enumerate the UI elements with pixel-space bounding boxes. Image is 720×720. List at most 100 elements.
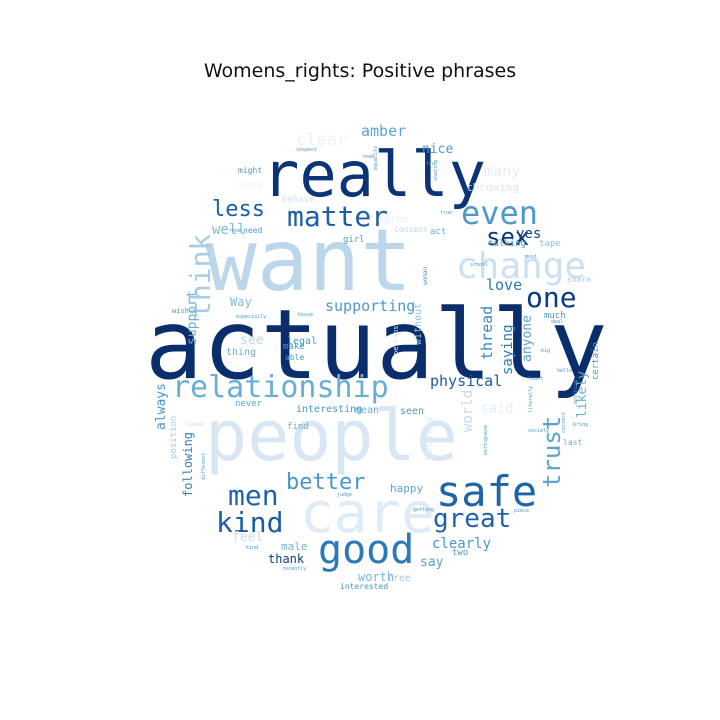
word-way: Way bbox=[230, 295, 252, 309]
word-correct: correct bbox=[561, 412, 567, 433]
word-men: men bbox=[228, 479, 279, 512]
word-clearly: clearly bbox=[432, 536, 491, 552]
word-feel: feel bbox=[232, 530, 263, 545]
word-might: might bbox=[238, 166, 262, 175]
word-respect: respect bbox=[296, 147, 317, 153]
word-throwing: throwing bbox=[466, 181, 519, 194]
word-least: least bbox=[528, 376, 543, 382]
word-world: world bbox=[460, 390, 476, 432]
word-agree: agree bbox=[378, 214, 408, 225]
word-many: many bbox=[484, 162, 520, 180]
word-make: make bbox=[283, 342, 305, 352]
word-must: must bbox=[525, 254, 537, 260]
word-actually: actually bbox=[145, 289, 607, 401]
word-much: much bbox=[544, 311, 566, 321]
word-position: position bbox=[169, 416, 179, 459]
word-sex: sex bbox=[486, 223, 529, 251]
word-find: find bbox=[287, 422, 309, 432]
word-sharing: sharing bbox=[433, 160, 439, 181]
word-saying: saying bbox=[500, 324, 516, 375]
word-hello: hello bbox=[557, 368, 572, 374]
word-free: free bbox=[387, 573, 411, 584]
word-say: say bbox=[420, 555, 444, 570]
word-interested: interested bbox=[340, 582, 388, 591]
word-physical: physical bbox=[430, 372, 502, 390]
word-care: care bbox=[300, 481, 435, 546]
word-consent: consent bbox=[394, 225, 428, 234]
word-two: two bbox=[452, 548, 468, 558]
word-without: without bbox=[413, 303, 424, 345]
word-better: better bbox=[286, 470, 365, 495]
word-likely: likely bbox=[575, 371, 590, 418]
word-equality: equality bbox=[373, 146, 379, 170]
word-act: act bbox=[430, 227, 446, 237]
word-judge: judge bbox=[337, 492, 352, 498]
word-society: society bbox=[528, 428, 549, 434]
word-think: think bbox=[184, 234, 217, 318]
word-last: last bbox=[563, 438, 582, 447]
word-matter: matter bbox=[287, 200, 388, 233]
word-house: house bbox=[298, 312, 313, 318]
word-safe: safe bbox=[436, 467, 537, 516]
word-wish: wish bbox=[172, 307, 189, 315]
word-anyone: anyone bbox=[520, 315, 535, 362]
word-love: love bbox=[486, 276, 522, 294]
word-woman: woman bbox=[422, 267, 429, 285]
word-true: true bbox=[440, 210, 452, 216]
word-want: want bbox=[205, 211, 412, 311]
word-different: different bbox=[201, 453, 207, 480]
word-recently: recently bbox=[282, 566, 306, 572]
word-thread: thread bbox=[478, 306, 496, 360]
word-really: really bbox=[262, 138, 486, 211]
word-never: never bbox=[235, 399, 263, 409]
word-great: great bbox=[433, 504, 511, 534]
word-worth: worth bbox=[358, 570, 394, 584]
word-anything: anything bbox=[573, 380, 579, 404]
word-even: even bbox=[461, 194, 538, 232]
word-getting: getting bbox=[413, 507, 434, 513]
word-cause: cause bbox=[186, 421, 204, 428]
word-room: room bbox=[229, 228, 241, 234]
word-less: less bbox=[212, 197, 265, 222]
word-supporting: supporting bbox=[325, 297, 415, 315]
word-thank: thank bbox=[268, 552, 305, 566]
word-see: see bbox=[240, 333, 264, 348]
word-interesting: interesting bbox=[296, 404, 362, 415]
word-talking: talking bbox=[488, 239, 526, 249]
word-change: change bbox=[456, 246, 586, 287]
word-said: said bbox=[480, 401, 514, 417]
word-support: support bbox=[185, 290, 200, 345]
word-trust: trust bbox=[538, 416, 566, 488]
word-people: people bbox=[205, 395, 458, 477]
word-well: well bbox=[212, 222, 246, 238]
word-piece: piece bbox=[514, 508, 529, 514]
word-amber: amber bbox=[361, 122, 406, 140]
word-relationship: relationship bbox=[172, 370, 389, 405]
word-especially: especially bbox=[236, 314, 266, 320]
word-good: good bbox=[318, 527, 414, 573]
word-tru: tru bbox=[426, 161, 435, 167]
word-following: following bbox=[181, 432, 195, 497]
word-need: need bbox=[243, 226, 262, 235]
word-portuguese: portuguese bbox=[483, 425, 489, 455]
word-share: share bbox=[567, 275, 591, 284]
word-deal: deal bbox=[551, 319, 563, 325]
word-seen: seen bbox=[400, 406, 424, 417]
word-literally: literally bbox=[528, 386, 534, 413]
word-happy: happy bbox=[390, 482, 423, 495]
word-behave: behave bbox=[282, 195, 315, 205]
word-school: school bbox=[470, 262, 488, 268]
word-able: able bbox=[285, 353, 304, 362]
chart-title: Womens_rights: Positive phrases bbox=[203, 60, 517, 82]
word-mean: mean bbox=[355, 405, 379, 416]
word-tape: tape bbox=[539, 239, 561, 249]
word-kind: kind bbox=[216, 506, 283, 539]
word-kind: kind bbox=[246, 545, 258, 551]
word-perhaps: perhaps bbox=[392, 325, 400, 355]
word-clear: clear bbox=[296, 130, 347, 150]
word-thing: thing bbox=[226, 347, 256, 358]
word-girl: girl bbox=[343, 235, 365, 245]
word-certain: certain bbox=[591, 342, 601, 380]
word-legal: legal bbox=[287, 336, 317, 347]
